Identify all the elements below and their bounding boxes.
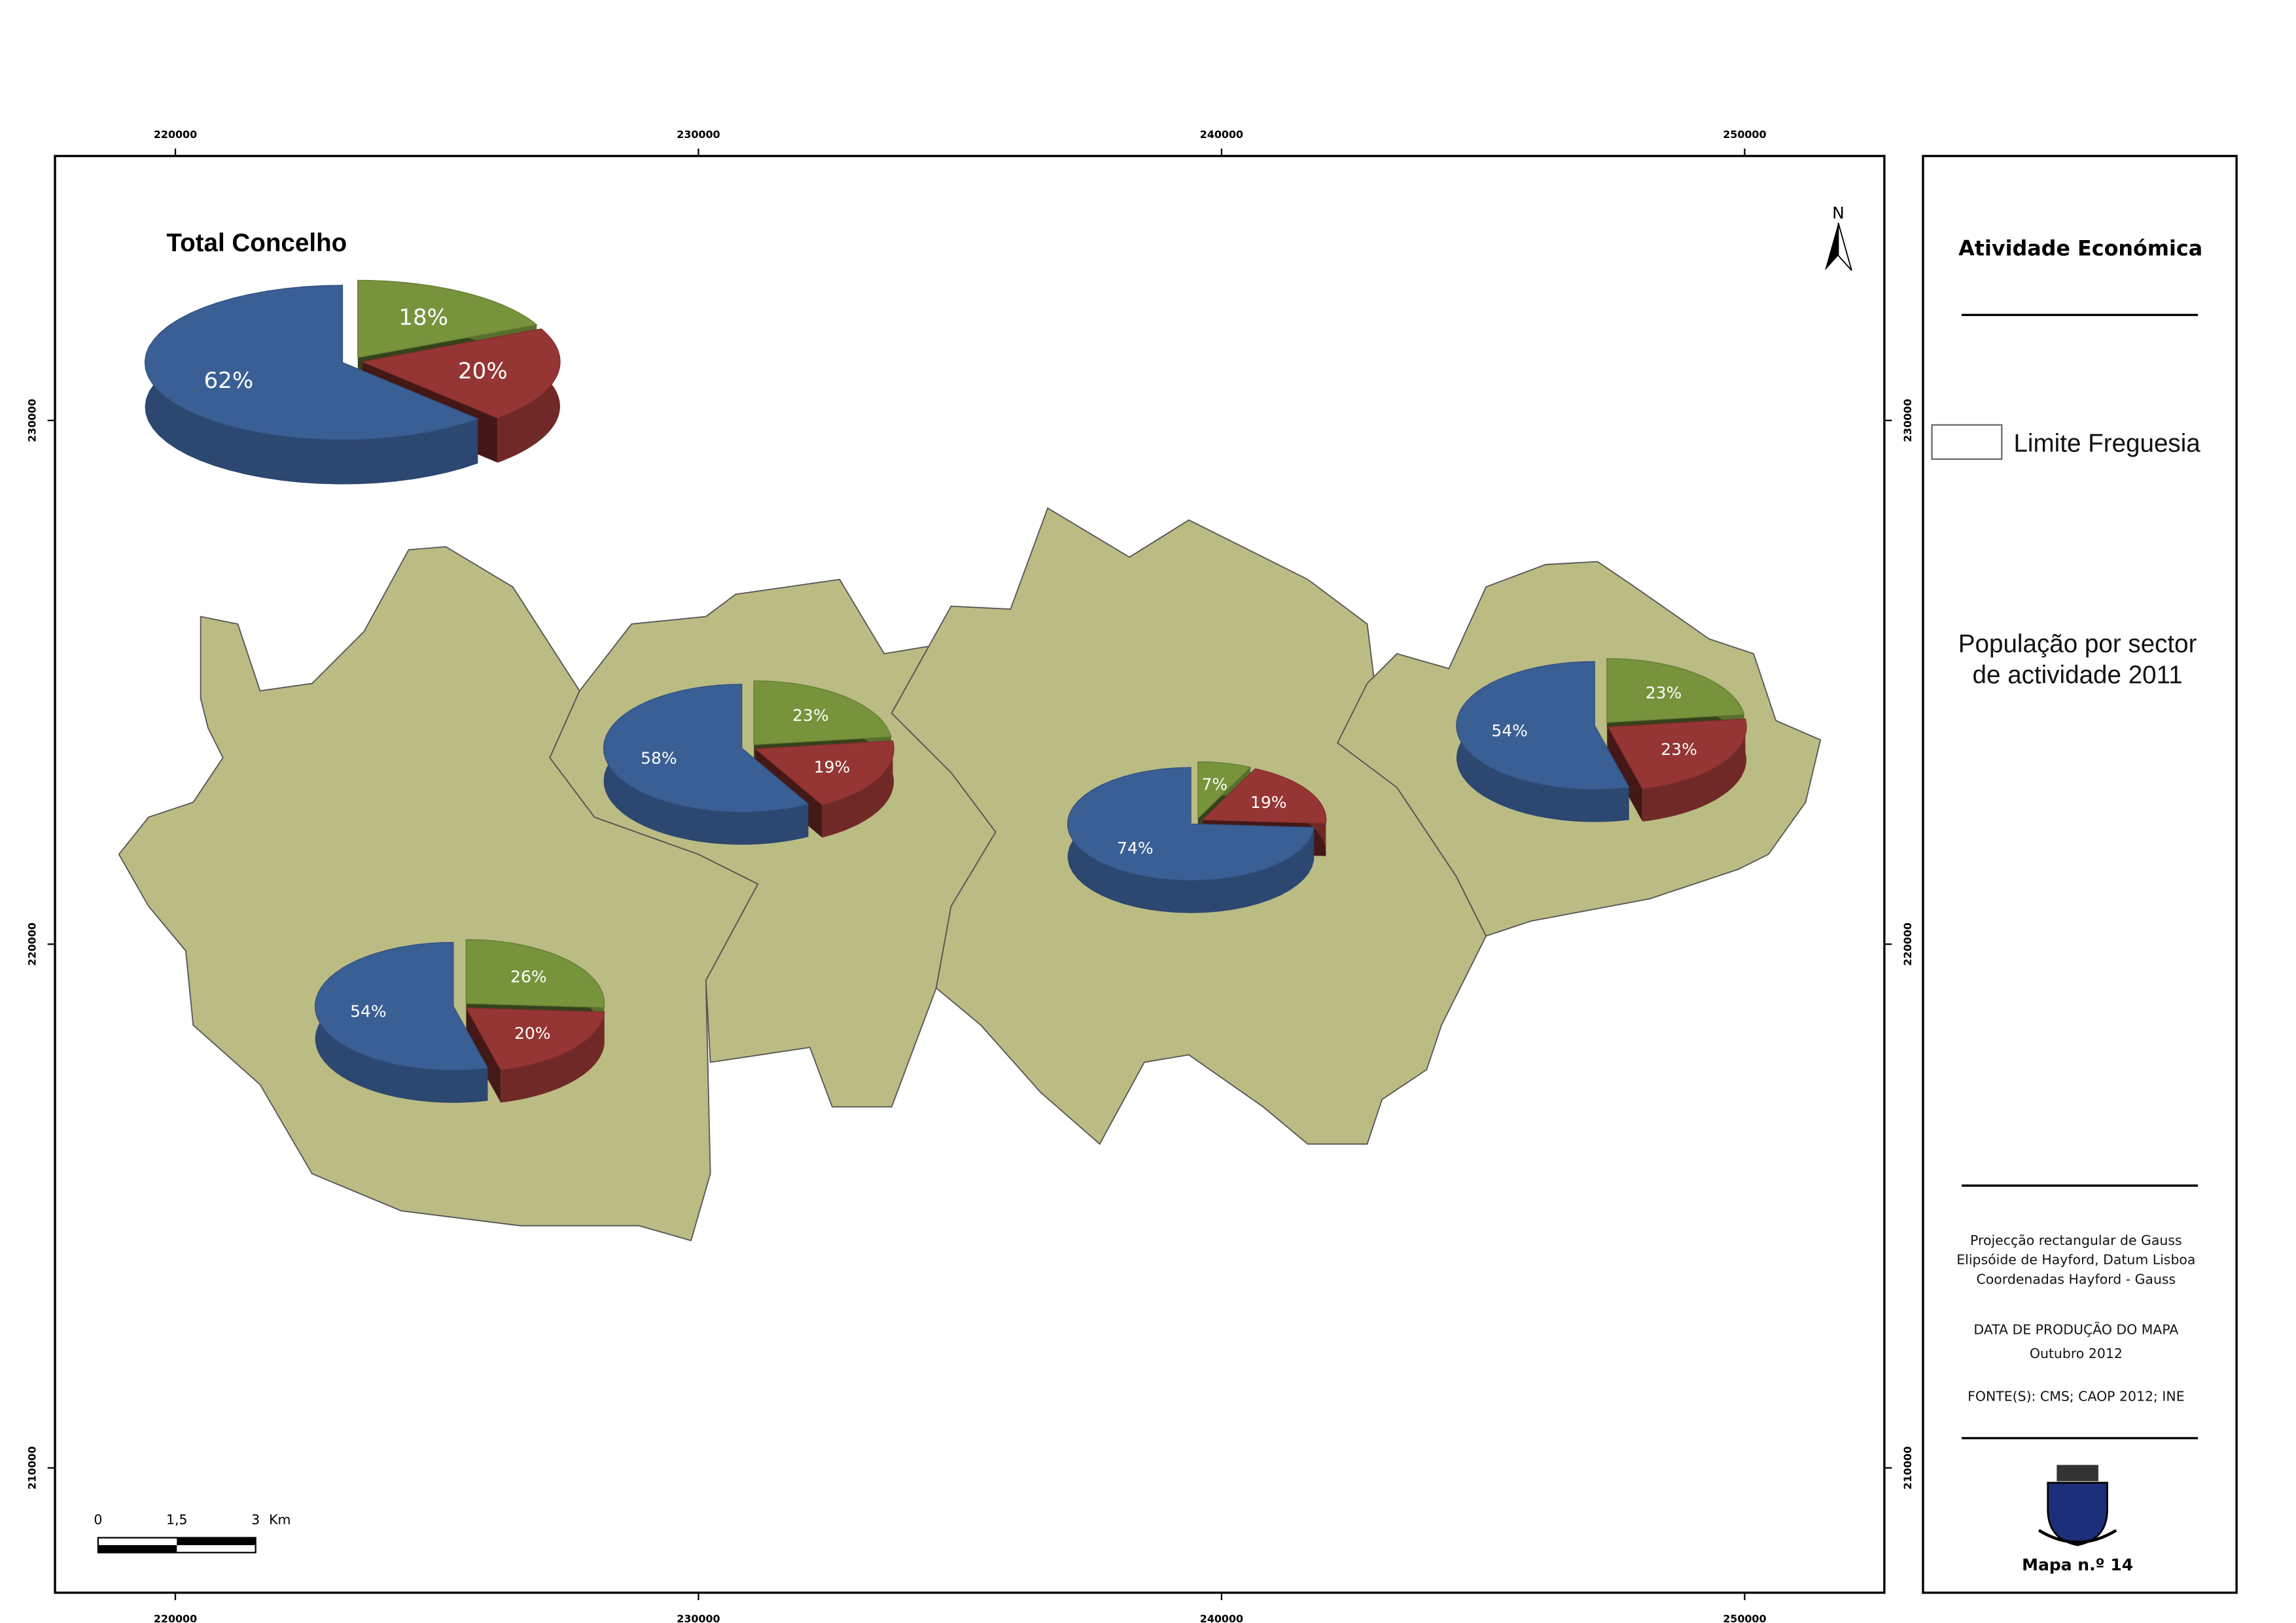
- scale-bar-segment: [97, 1544, 177, 1553]
- scale-label: 1,5: [166, 1512, 188, 1527]
- pie-slice: [144, 285, 480, 440]
- legend: Atividade Económica Limite Freguesia Pop…: [1931, 237, 2202, 1575]
- pie-slice-side: [822, 741, 894, 838]
- pie-slice: [1197, 761, 1252, 820]
- scale-label: 0: [94, 1512, 102, 1527]
- pie-label: 18%: [398, 305, 448, 331]
- pie-label: 54%: [350, 1002, 387, 1021]
- pie-slice: [1201, 768, 1327, 824]
- pie-label: 54%: [1491, 721, 1528, 740]
- pie-chart: 23% 23% 54%: [1456, 658, 1747, 822]
- pie-title: Total Concelho: [166, 229, 347, 257]
- x-coord-label: 240000: [1200, 128, 1243, 141]
- y-coord-label: 220000: [26, 922, 39, 966]
- pie-slice: [1606, 658, 1745, 724]
- scale-label: 3: [251, 1512, 260, 1527]
- y-coord-label: 210000: [26, 1446, 39, 1490]
- pie-slice: [361, 328, 561, 419]
- pie-slice: [465, 939, 605, 1008]
- pie-label: 26%: [510, 967, 547, 986]
- pie-slice-side: [1642, 719, 1746, 822]
- pie-chart: 26% 20% 54%: [315, 939, 605, 1103]
- pie-tops: [603, 680, 894, 812]
- coat-of-arms: [2038, 1465, 2117, 1546]
- pie-slice: [603, 684, 809, 812]
- scale-bar-segment: [177, 1537, 256, 1545]
- pie-tops: [144, 279, 561, 440]
- x-coord-label: 230000: [677, 128, 720, 141]
- crown: [2057, 1465, 2098, 1482]
- pie-slice: [1607, 718, 1747, 790]
- scale-bar: 0 1,5 3 Km: [94, 1512, 291, 1554]
- x-coord-label: 220000: [154, 128, 197, 141]
- note: Projecção rectangular de Gauss: [1970, 1232, 2182, 1248]
- pie-slice: [315, 941, 489, 1071]
- pie-label: 19%: [814, 758, 851, 777]
- note: Coordenadas Hayford - Gauss: [1977, 1271, 2176, 1287]
- pie-tops: [1067, 761, 1327, 881]
- legend-item: Limite Freguesia: [2013, 429, 2200, 457]
- x-coord-label: 220000: [154, 1613, 197, 1623]
- pie-label: 20%: [514, 1024, 551, 1043]
- note: Elipsóide de Hayford, Datum Lisboa: [1956, 1252, 2195, 1268]
- pie-label: 58%: [641, 748, 677, 767]
- x-coord-label: 250000: [1723, 1613, 1766, 1623]
- production-date: Outubro 2012: [2030, 1346, 2123, 1361]
- x-coord-label: 240000: [1200, 1613, 1243, 1623]
- pie-label: 74%: [1117, 839, 1154, 858]
- map-frame: [54, 154, 1886, 1594]
- pie-chart: Total Concelho 18% 20% 62%: [144, 229, 561, 485]
- pie-slice: [753, 680, 892, 746]
- legend-title: Atividade Económica: [1958, 237, 2202, 261]
- y-coord-label: 230000: [1901, 399, 1914, 442]
- north-label: N: [1832, 203, 1845, 222]
- north-arrow-half: [1825, 222, 1839, 271]
- pie-slice-side: [501, 1012, 605, 1103]
- legend-swatch: [1931, 424, 2003, 460]
- scale-unit: Km: [269, 1512, 291, 1527]
- pie-tops: [315, 939, 605, 1071]
- legend-subtitle: População por sector: [1958, 630, 2197, 658]
- pie-slice: [1067, 767, 1315, 881]
- north-arrow-half: [1837, 222, 1852, 271]
- y-coord-label: 220000: [1901, 922, 1914, 966]
- pie-tops: [1456, 658, 1747, 790]
- pie-chart: 7% 19% 74%: [1067, 761, 1327, 913]
- pie-chart: 23% 19% 58%: [603, 680, 894, 845]
- x-coord-label: 230000: [677, 1613, 720, 1623]
- production-label: DATA DE PRODUÇÃO DO MAPA: [1973, 1320, 2178, 1337]
- pie-slice: [357, 279, 538, 358]
- parish: [118, 546, 759, 1242]
- pie-label: 20%: [458, 358, 508, 385]
- map-number: Mapa n.º 14: [2022, 1556, 2133, 1575]
- scroll: [2038, 1529, 2117, 1544]
- pie-label: 19%: [1250, 793, 1287, 812]
- pie-label: 23%: [1646, 684, 1682, 703]
- shield: [2047, 1482, 2108, 1546]
- pie-label: 23%: [1661, 740, 1697, 759]
- y-coord-label: 210000: [1901, 1446, 1914, 1490]
- pie-label: 62%: [204, 368, 254, 394]
- pie-slice: [465, 1007, 605, 1071]
- pie-label: 23%: [792, 706, 829, 725]
- pie-slice: [754, 740, 894, 806]
- x-coord-label: 250000: [1723, 128, 1766, 141]
- y-coord-label: 230000: [26, 399, 39, 442]
- north-arrow: N: [1825, 203, 1852, 271]
- pie-slice: [1456, 661, 1630, 790]
- legend-subtitle: de actividade 2011: [1973, 661, 2183, 689]
- legend-frame: [1922, 154, 2238, 1594]
- pie-label: 7%: [1201, 775, 1227, 794]
- sources: FONTE(S): CMS; CAOP 2012; INE: [1968, 1389, 2185, 1405]
